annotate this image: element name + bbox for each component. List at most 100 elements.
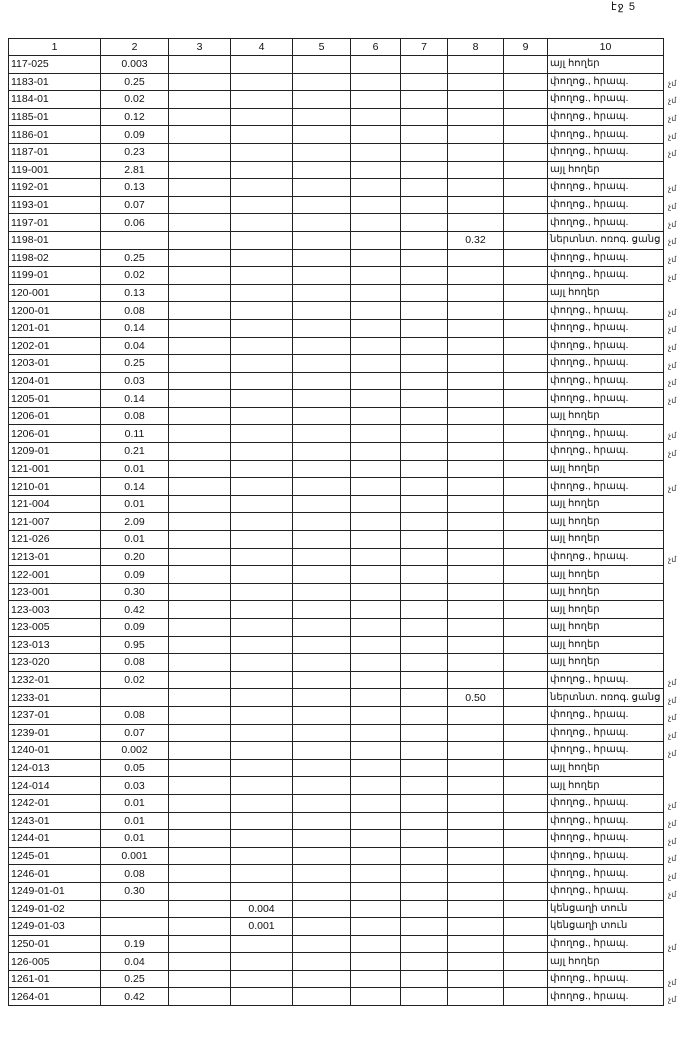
parcel-code-cell: 1237-01: [8, 705, 101, 725]
area-cell-col5: [292, 741, 351, 760]
table-row: 1209-01 0.21 փողոց., հրապ.: [8, 442, 664, 461]
area-cell-col4: [230, 477, 293, 496]
parcel-code-cell: 123-001: [8, 582, 101, 602]
land-type-cell: փողոց., հրապ.: [547, 547, 664, 567]
land-type-cell: այլ հողեր: [547, 618, 664, 637]
parcel-code-cell: 1200-01: [8, 301, 101, 320]
table-row: 1244-01 0.01 փողոց., հրապ.: [8, 829, 664, 848]
margin-annotation: չմ: [668, 995, 677, 1005]
area-cell-col3: [168, 459, 231, 479]
parcel-code-cell: 1186-01: [8, 125, 101, 144]
table-row: 1249-01-01 0.30 փողոց., հրապ.: [8, 881, 664, 901]
area-cell-col4: [230, 125, 293, 144]
area-cell-col4: [230, 107, 293, 127]
margin-annotation: չմ: [668, 360, 677, 370]
column-header-4: 4: [230, 38, 293, 56]
area-cell-col5: [292, 301, 351, 320]
land-type-cell: այլ հողեր: [547, 459, 664, 479]
area-cell-col4: [230, 864, 293, 883]
table-row: 1187-01 0.23 փողոց., հրապ.: [8, 142, 664, 162]
area-cell-col7: [400, 125, 448, 144]
area-cell-col8: [447, 846, 504, 866]
area-cell-col5: [292, 512, 351, 532]
area-cell-col3: [168, 741, 231, 760]
area-cell-col5: [292, 125, 351, 144]
land-type-cell: փողոց., հրապ.: [547, 301, 664, 320]
area-cell-col7: [400, 829, 448, 848]
area-cell-col6: [350, 618, 401, 637]
area-cell-col5: [292, 653, 351, 672]
parcel-code-cell: 1204-01: [8, 371, 101, 391]
area-cell-col8: [447, 283, 504, 303]
area-cell-col5: [292, 107, 351, 127]
area-cell-col9: [503, 494, 548, 514]
area-cell-col5: [292, 230, 351, 250]
land-type-cell: այլ հողեր: [547, 160, 664, 180]
area-cell-col8: 0.50: [447, 688, 504, 707]
area-cell-col4: [230, 987, 293, 1007]
area-cell-col8: [447, 917, 504, 936]
margin-annotation: չմ: [668, 254, 677, 264]
area-cell-col3: [168, 565, 231, 584]
area-cell-col2: 0.08: [100, 406, 169, 426]
area-cell-col2: 0.09: [100, 565, 169, 584]
column-header-5: 5: [292, 38, 351, 56]
area-cell-col9: [503, 917, 548, 936]
area-cell-col5: [292, 793, 351, 813]
table-row: 1198-01 0.32 ներտնտ. ոռոգ. ցանց: [8, 230, 664, 250]
parcel-code-cell: 123-003: [8, 600, 101, 619]
land-type-cell: կենցաղի տուն: [547, 899, 664, 919]
parcel-code-cell: 126-005: [8, 952, 101, 971]
table-row: 1264-01 0.42 փողոց., հրապ.: [8, 987, 664, 1007]
area-cell-col3: [168, 934, 231, 954]
margin-annotation: չմ: [668, 695, 677, 705]
area-cell-col8: [447, 582, 504, 602]
area-cell-col3: [168, 987, 231, 1007]
area-cell-col8: [447, 72, 504, 92]
land-type-cell: այլ հողեր: [547, 406, 664, 426]
area-cell-col3: [168, 406, 231, 426]
area-cell-col6: [350, 125, 401, 144]
area-cell-col7: [400, 969, 448, 989]
margin-annotation: չմ: [668, 149, 677, 159]
area-cell-col9: [503, 881, 548, 901]
area-cell-col3: [168, 688, 231, 707]
area-cell-col8: [447, 705, 504, 725]
area-cell-col4: [230, 336, 293, 356]
parcel-code-cell: 122-001: [8, 565, 101, 584]
area-cell-col5: [292, 283, 351, 303]
area-cell-col3: [168, 952, 231, 971]
area-cell-col3: [168, 618, 231, 637]
area-cell-col8: [447, 899, 504, 919]
table-row: 1199-01 0.02 փողոց., հրապ.: [8, 266, 664, 285]
table-row: 121-026 0.01 այլ հողեր: [8, 530, 664, 549]
parcel-code-cell: 1205-01: [8, 389, 101, 408]
area-cell-col5: [292, 864, 351, 883]
margin-annotation: չմ: [668, 395, 677, 405]
area-cell-col5: [292, 829, 351, 848]
area-cell-col7: [400, 213, 448, 232]
area-cell-col4: [230, 582, 293, 602]
area-cell-col9: [503, 758, 548, 778]
area-cell-col6: [350, 776, 401, 795]
table-row: 1210-01 0.14 փողոց., հրապ.: [8, 477, 664, 496]
area-cell-col8: [447, 635, 504, 655]
area-cell-col9: [503, 670, 548, 690]
parcel-code-cell: 121-026: [8, 530, 101, 549]
table-row: 1233-01 0.50 ներտնտ. ոռոգ. ցանց: [8, 688, 664, 707]
margin-annotation: չմ: [668, 237, 677, 247]
area-cell-col7: [400, 318, 448, 338]
area-cell-col6: [350, 952, 401, 971]
area-cell-col2: 0.14: [100, 477, 169, 496]
margin-annotation: չմ: [668, 431, 677, 441]
parcel-code-cell: 1213-01: [8, 547, 101, 567]
area-cell-col7: [400, 917, 448, 936]
parcel-code-cell: 117-025: [8, 55, 101, 74]
table-row: 1246-01 0.08 փողոց., հրապ.: [8, 864, 664, 883]
land-type-cell: այլ հողեր: [547, 55, 664, 74]
table-row: 1205-01 0.14 փողոց., հրապ.: [8, 389, 664, 408]
area-cell-col2: 0.03: [100, 776, 169, 795]
margin-annotation: չմ: [668, 730, 677, 740]
area-cell-col4: 0.001: [230, 917, 293, 936]
table-row: 1193-01 0.07 փողոց., հրապ.: [8, 195, 664, 215]
